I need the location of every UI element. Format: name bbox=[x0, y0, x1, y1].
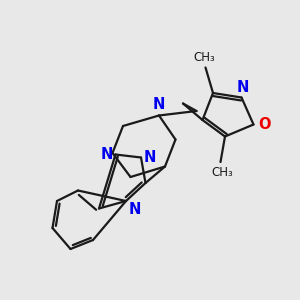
Text: N: N bbox=[128, 202, 141, 217]
Text: N: N bbox=[237, 80, 249, 94]
Text: O: O bbox=[258, 117, 271, 132]
Text: N: N bbox=[143, 150, 156, 165]
Text: CH₃: CH₃ bbox=[211, 166, 233, 178]
Text: CH₃: CH₃ bbox=[193, 51, 215, 64]
Text: N: N bbox=[152, 97, 165, 112]
Text: N: N bbox=[101, 147, 113, 162]
